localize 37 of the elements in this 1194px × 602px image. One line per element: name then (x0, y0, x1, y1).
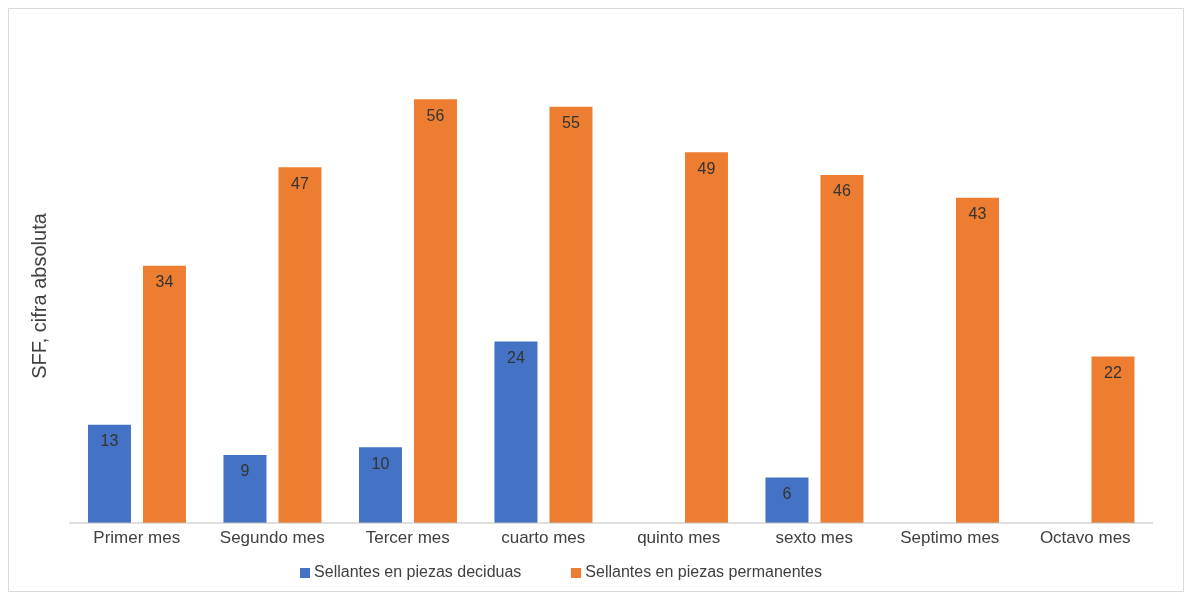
data-label: 22 (1104, 363, 1122, 381)
x-tick-label: Segundo mes (219, 528, 325, 548)
x-tick-label: cuarto mes (501, 528, 586, 548)
bar (820, 174, 864, 523)
data-label: 24 (507, 348, 525, 366)
legend-label: Sellantes en piezas permanentes (585, 563, 822, 580)
legend-label: Sellantes en piezas deciduas (314, 563, 522, 580)
data-label: 47 (291, 174, 309, 192)
bar (955, 197, 999, 523)
bar (142, 265, 186, 523)
data-label: 13 (100, 431, 119, 449)
bar (765, 477, 809, 523)
data-label: 6 (782, 484, 792, 502)
x-tick-label: sexto mes (775, 528, 853, 548)
x-tick-label: Tercer mes (365, 528, 450, 548)
bar (1091, 356, 1135, 523)
bar (494, 341, 538, 523)
data-label: 9 (240, 462, 250, 480)
x-tick-label: Septimo mes (900, 528, 1000, 548)
x-tick-label: Octavo mes (1039, 528, 1131, 548)
bar (223, 454, 267, 523)
data-label: 55 (562, 114, 580, 132)
bar (549, 106, 593, 523)
x-tick-label: Primer mes (93, 528, 181, 548)
data-label: 43 (968, 204, 987, 222)
data-label: 10 (371, 454, 390, 472)
bar (278, 167, 322, 523)
data-label: 34 (155, 273, 174, 291)
bar (87, 424, 131, 523)
data-label: 46 (833, 182, 851, 200)
data-label: 49 (697, 159, 716, 177)
bar (684, 152, 728, 523)
data-label: 56 (426, 106, 445, 124)
bar (358, 447, 402, 523)
y-axis-title: SFF, cifra absoluta (28, 212, 51, 379)
bar (413, 99, 457, 523)
x-tick-label: quinto mes (637, 528, 721, 548)
